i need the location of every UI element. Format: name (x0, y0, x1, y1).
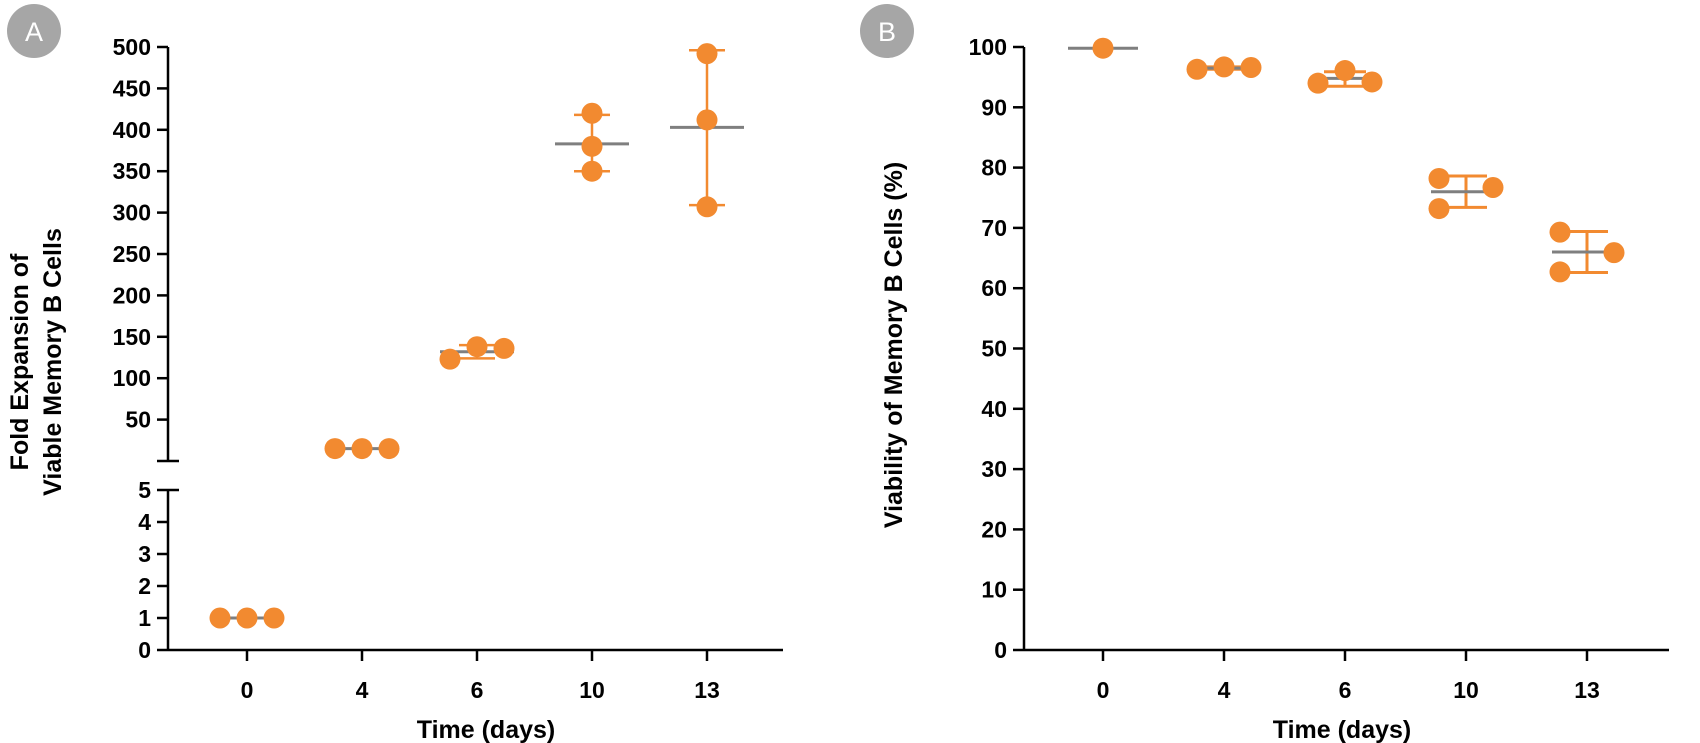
panel-a-y-tick-label: 250 (113, 241, 151, 267)
panel-b-x-tick-label: 10 (1453, 677, 1479, 703)
panel-b-badge-label: B (878, 17, 896, 47)
panel-b-data-point (1428, 167, 1450, 189)
panel-a-ylabel-line-2: Viable Memory B Cells (39, 228, 67, 496)
panel-a-x-tick-label: 6 (471, 677, 484, 703)
panel-b-x-tick-label: 13 (1574, 677, 1600, 703)
panel-a-badge-circle (7, 4, 61, 58)
panel-a-data-point (439, 348, 461, 370)
panel-b-y-tick-label: 90 (981, 94, 1007, 120)
panel-a-y-tick-label: 450 (113, 75, 151, 101)
panel-a-y-tick-label: 100 (113, 365, 151, 391)
panel-b-badge-circle (860, 4, 914, 58)
panel-a-y-tick-label: 500 (113, 34, 151, 60)
panel-a-data-point (696, 109, 718, 131)
panel-a-x-tick-label: 13 (694, 677, 720, 703)
panel-a-badge: A (7, 4, 61, 58)
panel-b-data-point (1186, 58, 1208, 80)
panel-b-data-point (1603, 242, 1625, 264)
panel-b-y-tick-label: 30 (981, 456, 1007, 482)
panel-a-data-point (581, 135, 603, 157)
panel-a-y-tick-label: 1 (138, 605, 151, 631)
panel-b-x-tick-label: 0 (1097, 677, 1110, 703)
panel-b-data-point (1307, 72, 1329, 94)
panel-b-data-point (1549, 221, 1571, 243)
panel-b-y-tick-label: 70 (981, 215, 1007, 241)
panel-b-y-tick-label: 60 (981, 275, 1007, 301)
panel-b-data-point (1334, 60, 1356, 82)
panel-b-data-point (1361, 71, 1383, 93)
panel-b-y-tick-label: 0 (994, 637, 1007, 663)
panel-b-data-point (1240, 57, 1262, 79)
panel-a-data-point (581, 160, 603, 182)
panel-a-data-point (493, 337, 515, 359)
panel-b-data-point (1482, 176, 1504, 198)
panel-a-y-tick-label: 200 (113, 282, 151, 308)
panel-a-data-point (324, 438, 346, 460)
panel-a-ylabel-line-1: Fold Expansion of (6, 253, 34, 470)
panel-b-badge: B (860, 4, 914, 58)
panel-a-x-tick-label: 10 (579, 677, 605, 703)
panel-a-data-point (581, 102, 603, 124)
panel-b-y-tick-label: 40 (981, 396, 1007, 422)
panel-b-y-tick-label: 80 (981, 155, 1007, 181)
panel-a-data-point (263, 607, 285, 629)
panel-b-y-tick-label: 50 (981, 336, 1007, 362)
panel-a-xlabel: Time (days) (417, 716, 555, 743)
panel-b-data-point (1092, 37, 1114, 59)
panel-b-data-point (1428, 198, 1450, 220)
panel-a-y-tick-label: 3 (138, 541, 151, 567)
panel-a-y-tick-label: 150 (113, 324, 151, 350)
panel-a-y-tick-label: 2 (138, 573, 151, 599)
panel-b-y-tick-label: 10 (981, 577, 1007, 603)
panel-a-data-point (696, 196, 718, 218)
panel-b-data-point (1213, 56, 1235, 78)
panel-a-y-tick-label: 0 (138, 637, 151, 663)
panel-a-data-point (209, 607, 231, 629)
panel-b-data-point (1549, 261, 1571, 283)
panel-a-y-tick-label: 400 (113, 117, 151, 143)
panel-a-data-point (696, 43, 718, 65)
panel-a-y-tick-label: 350 (113, 158, 151, 184)
panel-a-y-tick-label: 300 (113, 200, 151, 226)
panel-b-x-tick-label: 4 (1218, 677, 1231, 703)
panel-a-data-point (351, 438, 373, 460)
panel-a-y-tick-label: 4 (138, 509, 151, 535)
panel-b-y-tick-label: 20 (981, 516, 1007, 542)
panel-b-xlabel: Time (days) (1273, 716, 1411, 743)
panel-a-x-tick-label: 4 (356, 677, 369, 703)
panel-a-x-tick-label: 0 (241, 677, 254, 703)
panel-a-data-point (236, 607, 258, 629)
panel-a-data-point (466, 336, 488, 358)
panel-b-x-tick-label: 6 (1339, 677, 1352, 703)
panel-a-data-point (378, 438, 400, 460)
panel-a-y-tick-label: 50 (125, 407, 151, 433)
panel-a-y-tick-label: 5 (138, 477, 151, 503)
panel-b-y-tick-label: 100 (969, 34, 1007, 60)
panel-b-ylabel: Viability of Memory B Cells (%) (880, 162, 908, 528)
panel-b-chart: Viability of Memory B Cells (%) Time (da… (880, 34, 1669, 743)
panel-a-badge-label: A (25, 17, 43, 47)
panel-a-chart: Fold Expansion of Viable Memory B Cells … (6, 34, 783, 743)
